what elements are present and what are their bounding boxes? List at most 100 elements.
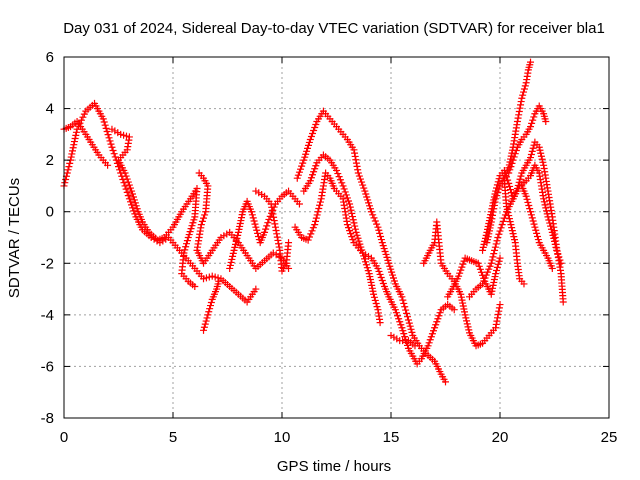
data-point: [356, 175, 364, 183]
data-point: [366, 202, 374, 210]
data-point: [355, 172, 363, 180]
data-point: [285, 239, 293, 247]
data-point: [528, 119, 536, 127]
data-point: [200, 326, 208, 334]
data-point: [537, 152, 545, 160]
data-point: [490, 205, 498, 213]
data-point: [226, 264, 234, 272]
data-point: [402, 306, 410, 314]
data-point: [309, 224, 317, 232]
data-point: [120, 179, 128, 187]
data-point: [394, 312, 402, 320]
data-point: [548, 264, 556, 272]
data-point: [366, 273, 374, 281]
data-point: [202, 317, 210, 325]
data-point: [183, 240, 191, 248]
data-point: [485, 265, 493, 273]
data-point: [398, 293, 406, 301]
data-point: [400, 299, 408, 307]
data-point: [122, 172, 130, 180]
data-point: [535, 143, 543, 151]
data-point: [531, 223, 539, 231]
data-point: [488, 287, 496, 295]
data-point: [533, 232, 541, 240]
data-point: [368, 281, 376, 289]
data-point: [338, 179, 346, 187]
data-point: [236, 220, 244, 228]
data-point: [362, 190, 370, 198]
data-point: [517, 101, 525, 109]
y-tick-label: 2: [46, 152, 54, 169]
series-sat-h: [291, 169, 458, 368]
data-point: [399, 327, 407, 335]
series-sat-a: [60, 99, 260, 306]
data-point: [493, 263, 501, 271]
data-point: [380, 245, 388, 253]
data-point: [479, 246, 487, 254]
data-point: [487, 221, 495, 229]
data-point: [489, 211, 497, 219]
data-point: [496, 227, 504, 235]
data-point: [356, 240, 364, 248]
y-axis-label: SDTVAR / TECUs: [6, 178, 23, 298]
data-point: [360, 184, 368, 192]
data-point: [109, 146, 117, 154]
data-point: [527, 150, 535, 158]
data-point: [372, 300, 380, 308]
data-point: [458, 263, 466, 271]
data-point: [492, 324, 500, 332]
data-point: [202, 208, 210, 216]
data-point: [376, 319, 384, 327]
data-point: [68, 150, 76, 158]
data-point: [264, 219, 272, 227]
data-point: [525, 202, 533, 210]
data-point: [358, 246, 366, 254]
data-point: [300, 156, 308, 164]
data-point: [312, 120, 320, 128]
data-point: [459, 299, 467, 307]
data-point: [436, 309, 444, 317]
data-point: [405, 319, 413, 327]
data-point: [503, 206, 511, 214]
data-point: [69, 147, 77, 155]
data-point: [483, 239, 491, 247]
data-point: [273, 233, 281, 241]
data-point: [129, 193, 137, 201]
data-point: [504, 209, 512, 217]
series-sat-d: [193, 169, 293, 272]
data-point: [186, 228, 194, 236]
data-point: [559, 298, 567, 306]
data-point: [510, 153, 518, 161]
data-point: [379, 242, 387, 250]
data-point: [247, 208, 255, 216]
data-point: [392, 309, 400, 317]
data-point: [442, 378, 449, 386]
data-point: [493, 237, 501, 245]
data-point: [374, 264, 382, 272]
data-point: [311, 221, 319, 229]
x-axis-label: GPS time / hours: [277, 458, 391, 475]
data-point: [77, 116, 85, 124]
data-point: [226, 261, 234, 269]
series-sat-s: [518, 182, 556, 272]
data-point: [530, 113, 538, 121]
data-point: [121, 169, 129, 177]
data-point: [503, 203, 511, 211]
data-point: [459, 260, 467, 268]
data-point: [102, 124, 110, 132]
data-point: [297, 165, 305, 173]
data-point: [508, 146, 516, 154]
data-point: [507, 152, 515, 160]
data-point: [390, 277, 398, 285]
data-point: [528, 214, 536, 222]
data-point: [298, 162, 306, 170]
data-point: [386, 262, 394, 270]
data-point: [527, 123, 535, 131]
data-point: [231, 243, 239, 251]
data-point: [62, 175, 70, 183]
data-point: [307, 174, 315, 182]
data-point: [351, 149, 359, 157]
data-point: [401, 333, 409, 341]
data-point: [307, 230, 315, 238]
